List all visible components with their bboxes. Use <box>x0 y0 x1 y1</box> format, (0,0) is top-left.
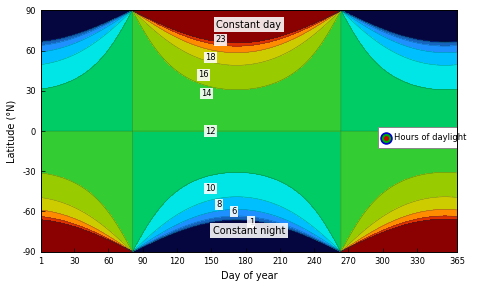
Text: 16: 16 <box>198 70 208 79</box>
Text: Constant night: Constant night <box>213 226 285 236</box>
Y-axis label: Latitude (°N): Latitude (°N) <box>7 99 17 163</box>
FancyBboxPatch shape <box>378 127 480 148</box>
Text: 14: 14 <box>202 89 212 98</box>
Text: 18: 18 <box>205 53 216 62</box>
Text: 1: 1 <box>249 218 254 227</box>
Text: 8: 8 <box>216 200 222 209</box>
Text: 10: 10 <box>205 184 216 193</box>
X-axis label: Day of year: Day of year <box>221 271 277 281</box>
Text: 12: 12 <box>205 126 216 136</box>
Text: Hours of daylight: Hours of daylight <box>394 133 467 142</box>
Text: 6: 6 <box>231 207 237 216</box>
Text: 23: 23 <box>215 35 226 44</box>
Text: Constant day: Constant day <box>216 20 281 30</box>
